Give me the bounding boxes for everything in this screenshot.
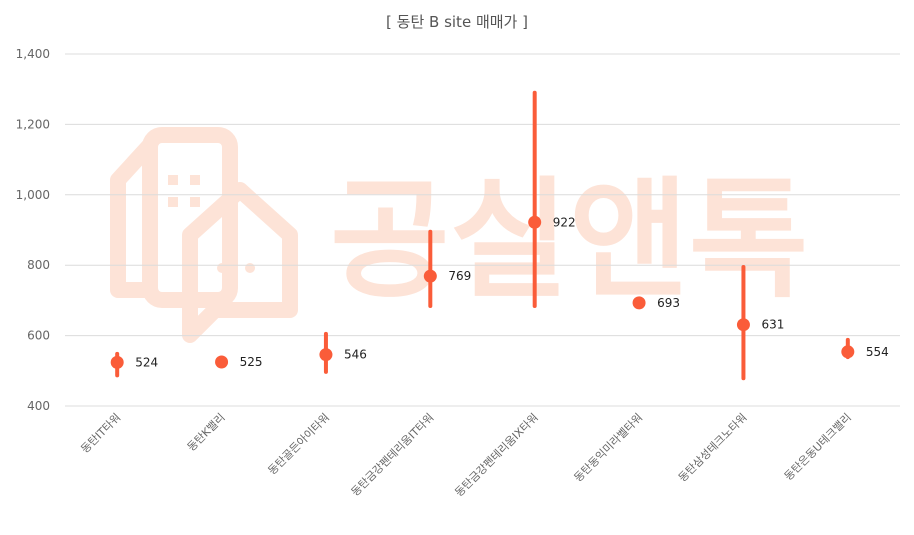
data-point [215,355,229,369]
gridlines [65,53,900,407]
x-tick-label: 동탄골든아이타워 [266,411,332,477]
chart-title: [ 동탄 B site 매매가 ] [386,13,528,31]
x-tick-label: 동탄K밸리 [185,411,228,454]
data-point [841,345,855,359]
data-label: 631 [761,318,784,332]
y-tick-label: 1,400 [16,47,50,61]
data-marks: 524 525 546 769 922 693 631 554 [110,90,889,381]
watermark: 공실앤톡 [110,127,808,343]
data-point [110,355,124,369]
x-tick-label: 동탄은동U테크밸리 [782,411,854,483]
x-tick-label: 동탄IT타워 [78,411,123,456]
data-point [319,348,333,362]
watermark-logo-icon [110,127,298,343]
data-point [632,296,646,310]
y-tick-label: 400 [27,399,50,413]
data-point [423,269,437,283]
y-tick-label: 600 [27,329,50,343]
data-label: 525 [240,355,263,369]
x-tick-label: 동탄금강펜테리움IX타워 [452,411,540,499]
data-label: 524 [135,355,158,369]
y-tick-label: 800 [27,258,50,272]
data-label: 693 [657,296,680,310]
data-label: 922 [553,215,576,229]
x-axis: 동탄IT타워 동탄K밸리 동탄골든아이타워 동탄금강펜테리움IT타워 동탄금강펜테리움I… [78,411,853,499]
x-tick-label: 동탄삼성테크노타워 [676,411,750,485]
watermark-text: 공실앤톡 [330,164,808,316]
data-label: 769 [448,269,471,283]
x-tick-label: 동탄금강펜테리움IT타워 [349,411,437,499]
y-tick-label: 1,200 [16,117,50,131]
data-point [736,318,750,332]
y-tick-label: 1,000 [16,188,50,202]
y-axis: 400 600 800 1,000 1,200 1,400 [16,47,50,413]
x-tick-label: 동탄동익미라벨타워 [572,411,646,485]
data-point [528,215,542,229]
data-label: 546 [344,348,367,362]
data-label: 554 [866,345,889,359]
